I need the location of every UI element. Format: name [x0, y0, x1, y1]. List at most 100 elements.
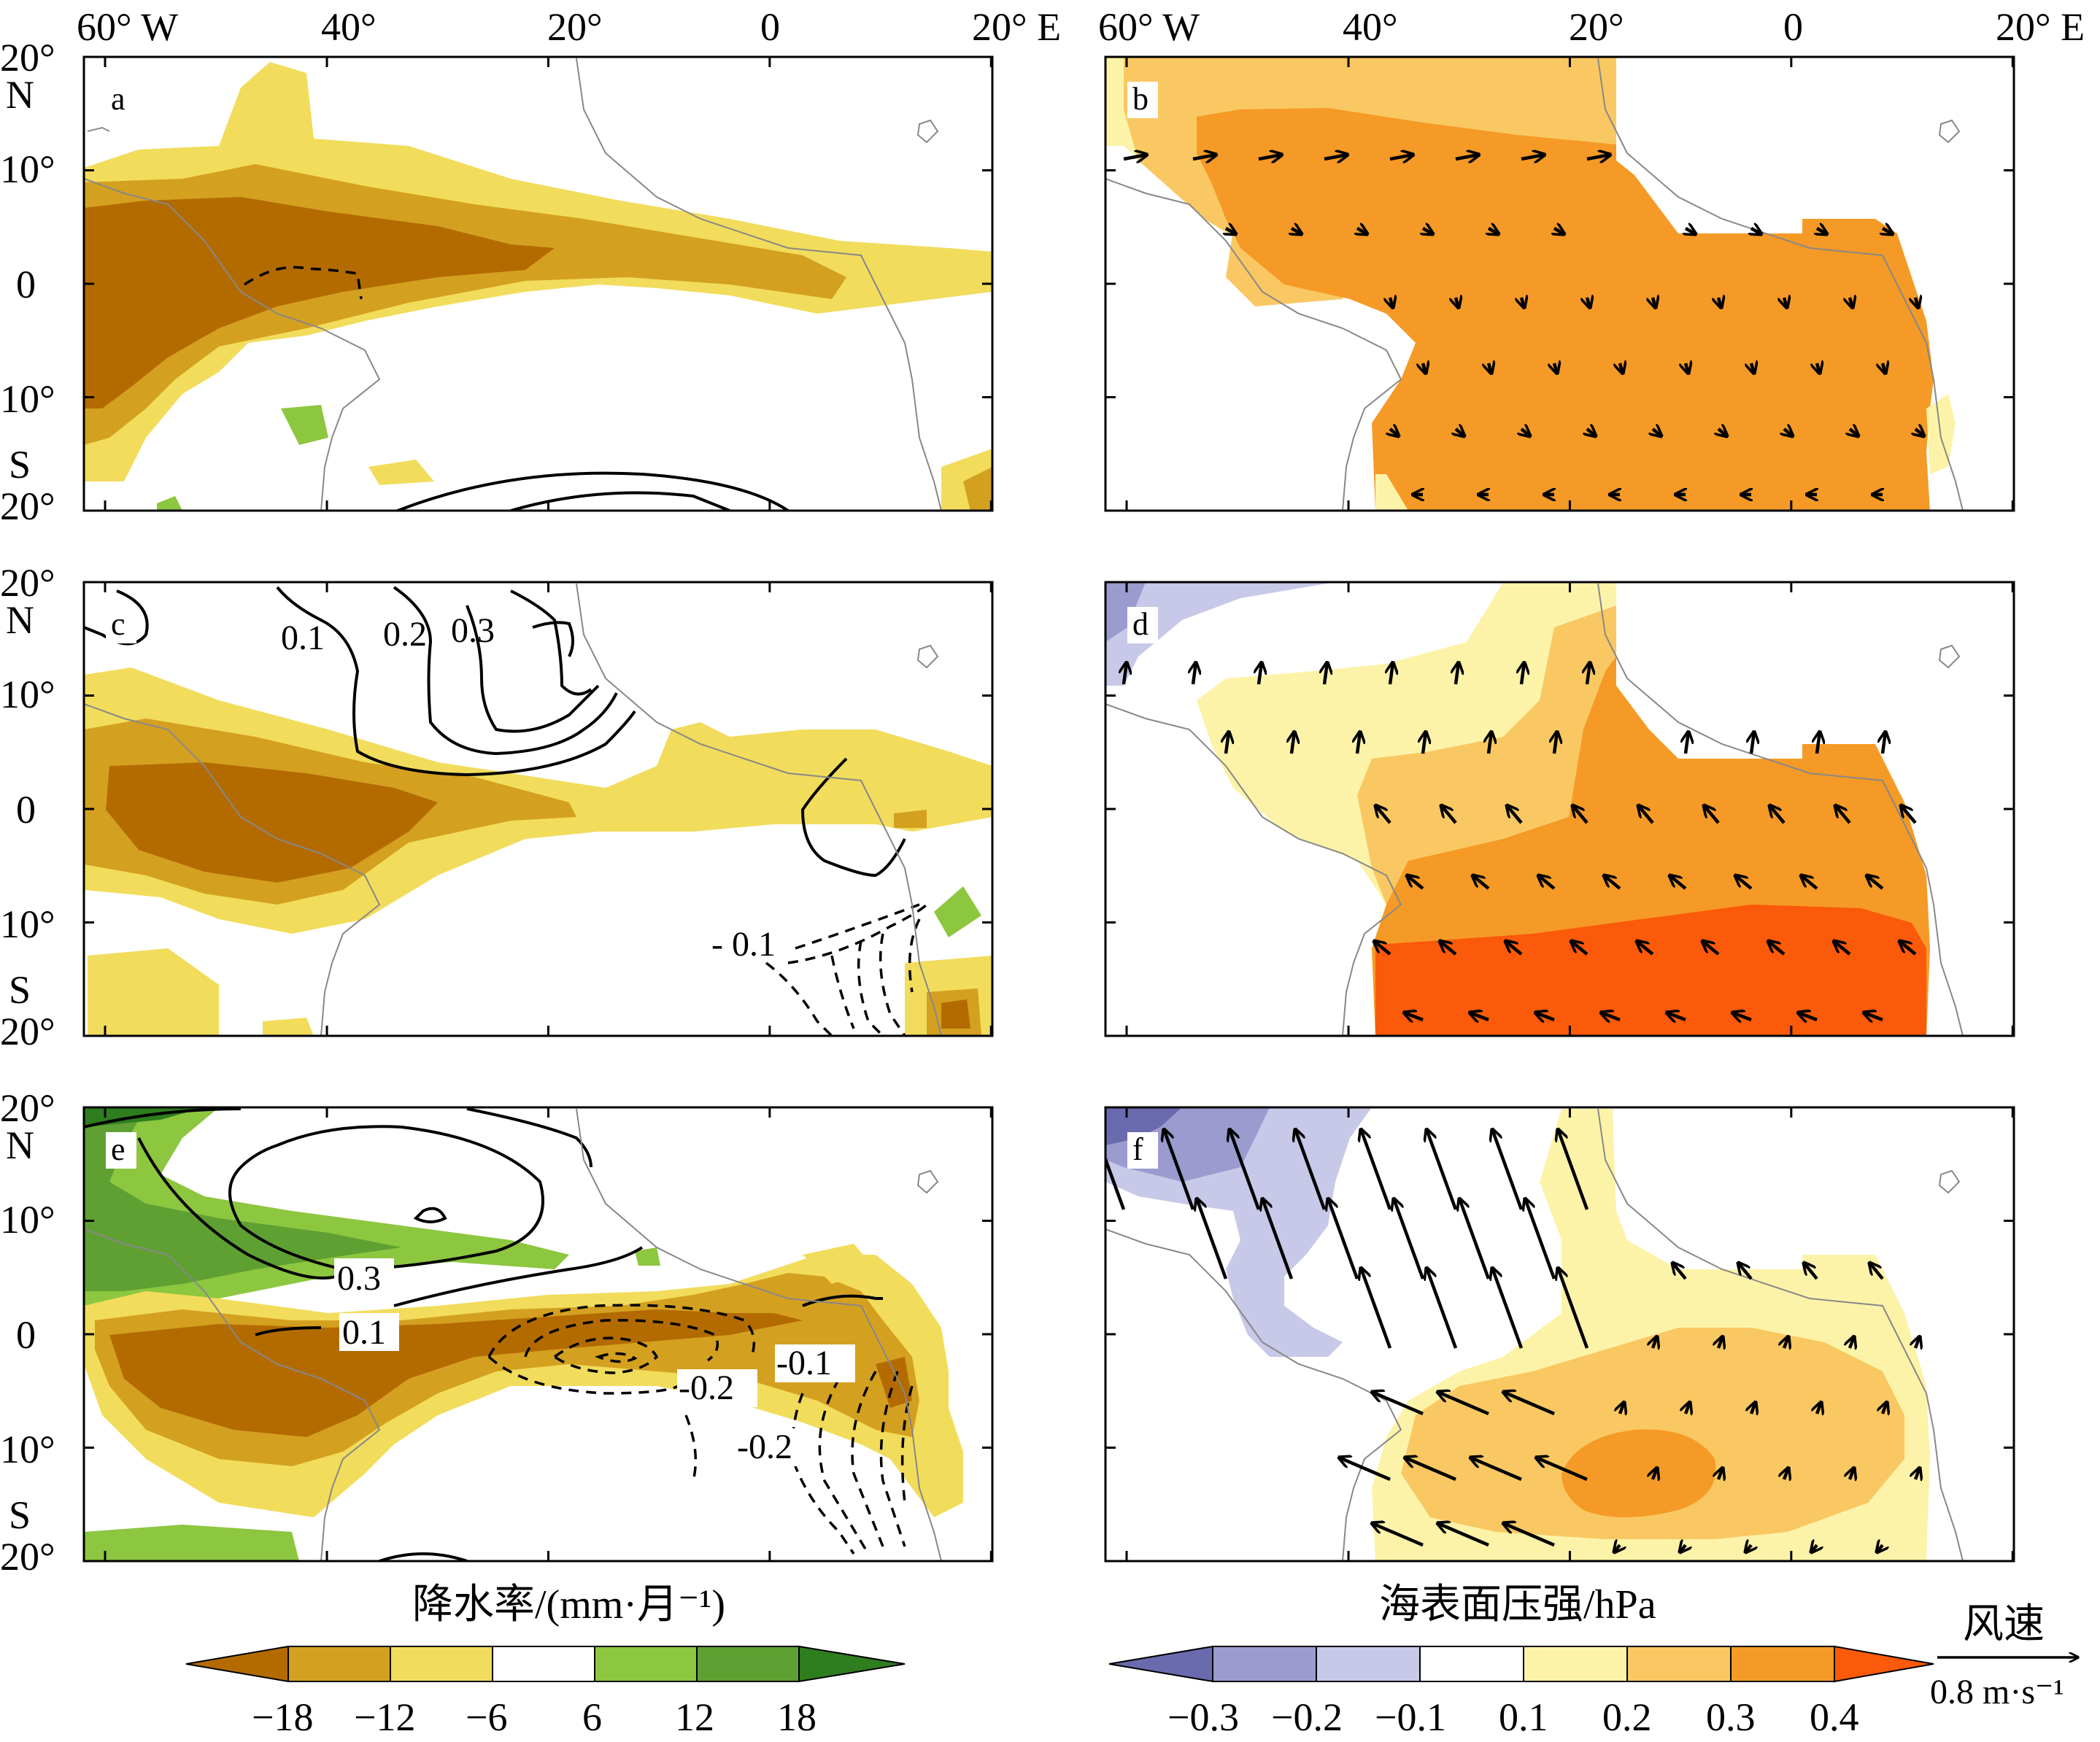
- panel-c-letter: c: [106, 606, 136, 643]
- wind-vector: [1614, 1545, 1620, 1552]
- wind-vector: [1455, 155, 1479, 159]
- panel-b-coastline: [1105, 58, 1964, 511]
- wind-vector: [1324, 155, 1348, 159]
- panel-f-letter: f: [1127, 1131, 1158, 1169]
- pressure-fill-blue: [1105, 582, 1335, 686]
- precip-fill-light: [803, 1244, 876, 1284]
- wind-vector: [1751, 228, 1761, 234]
- wind-vector: [1374, 941, 1391, 956]
- wind-vector: [1258, 155, 1282, 159]
- contour-line: [137, 1137, 336, 1280]
- colorbar-right-tick: 0.2: [1602, 1695, 1652, 1739]
- contour-line-dashed: [791, 1393, 855, 1555]
- precip-fill-green: [934, 886, 981, 937]
- wind-vector: [1915, 298, 1918, 308]
- colorbar-left-tick: 18: [777, 1695, 817, 1739]
- wind-vector: [1686, 732, 1688, 754]
- panel-letter: d: [1132, 606, 1149, 642]
- wind-vector: [1765, 1078, 1784, 1085]
- wind-vector: [1405, 1458, 1456, 1482]
- wind-vector: [1437, 1523, 1489, 1547]
- wind-vector: [1371, 1078, 1390, 1085]
- colorbar-left-segment: [492, 1646, 595, 1682]
- lat-tick-label: 20°: [0, 484, 55, 528]
- wind-vector: [1834, 941, 1851, 956]
- contour-line: [466, 1107, 592, 1168]
- contour-line-dashed: [830, 955, 855, 1029]
- contour-label: 0.2: [383, 615, 427, 654]
- panel-a-coastline: [84, 58, 942, 511]
- wind-vector: [1521, 429, 1530, 436]
- wind-vector: [1784, 429, 1793, 436]
- wind-vector: [1456, 662, 1459, 685]
- wind-vector: [1778, 1611, 1784, 1618]
- wind-vector: [1492, 1268, 1524, 1349]
- contour-label-bg: [339, 1313, 399, 1351]
- wind-vector: [1653, 1468, 1657, 1479]
- wind-vector: [1883, 228, 1893, 234]
- wind-vector: [1262, 1199, 1294, 1280]
- panel-a-letter: a: [106, 81, 136, 118]
- lat-tick-labels-row3: 20° N 10° 0 10° S 20°: [0, 1086, 55, 1579]
- wind-vector: [1521, 155, 1545, 159]
- wind-vector: [1324, 662, 1327, 685]
- wind-vector: [1123, 155, 1147, 159]
- contour-line-dashed: [684, 1414, 698, 1482]
- lat-tick-label: S: [9, 1493, 31, 1537]
- wind-vector: [1375, 805, 1391, 824]
- lat-tick-label: 20°: [0, 1535, 55, 1579]
- wind-vector: [1699, 1078, 1718, 1085]
- contour-label: 0.3: [337, 1259, 381, 1298]
- lat-tick-label: 10°: [0, 377, 55, 421]
- wind-key: 风速 0.8 m·s⁻¹: [1930, 1602, 2078, 1711]
- wind-vector: [1604, 875, 1621, 890]
- wind-vector: [1637, 941, 1654, 956]
- wind-vector: [1587, 298, 1590, 308]
- coastline: [84, 178, 381, 511]
- lat-tick-label: S: [9, 443, 31, 487]
- wind-vector: [1915, 1468, 1920, 1479]
- wind-vector: [1489, 732, 1491, 754]
- contour-label: - 0.1: [711, 925, 776, 964]
- colorbar-left-tick: 6: [582, 1695, 602, 1739]
- contour-line-dashed: [552, 1336, 659, 1374]
- wind-vector: [1492, 1129, 1524, 1210]
- wind-vector: [1735, 875, 1753, 890]
- colorbar-right-title: 海表面压强/hPa: [1379, 1582, 1656, 1627]
- colorbar-left-segment: [798, 1645, 906, 1683]
- wind-vector: [1470, 1458, 1522, 1482]
- pressure-fill-red: [1375, 905, 1926, 1036]
- panel-letter: b: [1132, 81, 1149, 117]
- wind-vector: [1192, 155, 1216, 159]
- wind-vector: [1572, 805, 1588, 824]
- lat-tick-label: N: [6, 598, 34, 642]
- colorbar-right-segment: [1419, 1646, 1524, 1682]
- contour-line-dashed: [818, 1378, 870, 1555]
- coastline: [1105, 1228, 1402, 1561]
- colorbar-right-segment: [1730, 1646, 1835, 1682]
- pressure-fill-yellow: [1375, 474, 1408, 511]
- precip-fill-dark: [84, 197, 555, 409]
- lat-tick-labels-row1: 20° N 10° 0 10° S 20°: [0, 36, 55, 528]
- contour-line: [397, 471, 790, 511]
- lat-tick-label: 0: [16, 788, 36, 832]
- colorbar-right-segment: [1523, 1646, 1628, 1682]
- pressure-fill-blue-mid: [1105, 582, 1146, 642]
- lon-tick-label: 40°: [1343, 5, 1398, 49]
- wind-vector: [1456, 298, 1459, 308]
- wind-vector: [1801, 875, 1818, 890]
- wind-vector: [1751, 732, 1754, 754]
- colorbar-left: −18 −12 −6 6 12 18: [185, 1645, 906, 1739]
- wind-vector: [1653, 298, 1656, 308]
- wind-vector: [1558, 1268, 1589, 1349]
- wind-vector: [1653, 1336, 1657, 1348]
- wind-key-value: 0.8 m·s⁻¹: [1930, 1673, 2064, 1711]
- colorbar-right-tick: −0.3: [1167, 1695, 1239, 1739]
- precip-fill-dark: [106, 762, 438, 883]
- coastline: [1938, 119, 1961, 144]
- contour-line: [466, 605, 600, 733]
- wind-vector: [1361, 1129, 1392, 1210]
- colorbar-right: −0.3 −0.2 −0.1 0.1 0.2 0.3 0.4: [1108, 1645, 1934, 1739]
- contour-line: [413, 1207, 447, 1223]
- panel-c-coastline: [84, 583, 942, 1036]
